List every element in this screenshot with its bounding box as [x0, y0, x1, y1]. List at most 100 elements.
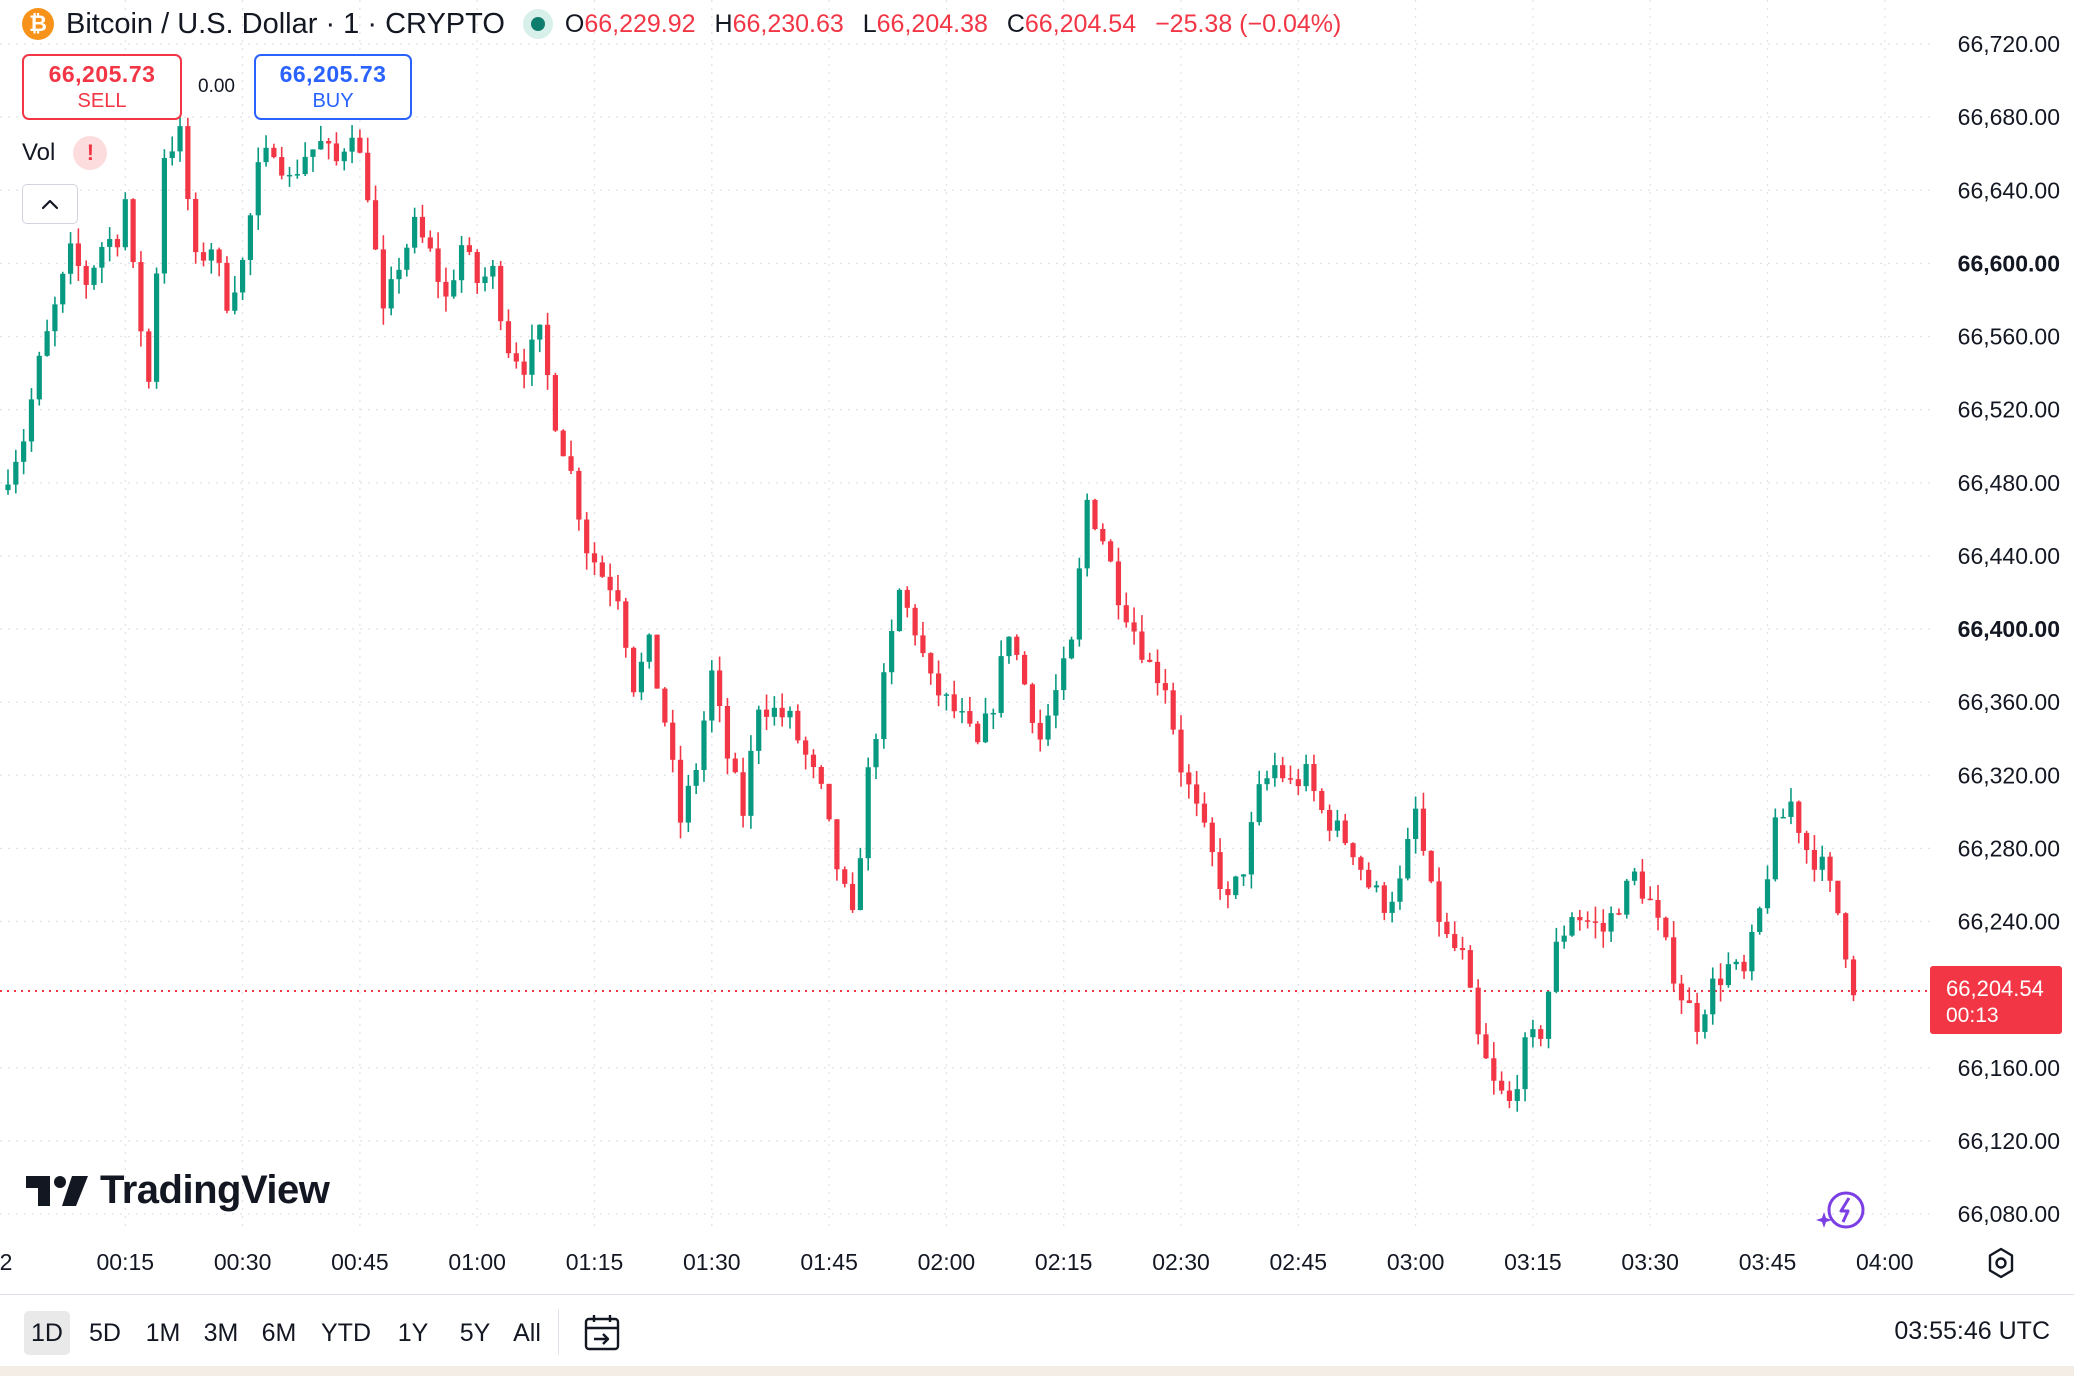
candle-body [896, 589, 903, 632]
range-button-ytd[interactable]: YTD [321, 1318, 371, 1347]
range-button-1y[interactable]: 1Y [397, 1318, 429, 1347]
candle-body [685, 785, 691, 823]
candle-body [357, 137, 363, 153]
candle-body [1538, 1029, 1544, 1039]
range-button-1m[interactable]: 1M [145, 1318, 181, 1347]
bar-countdown: 00:13 [1946, 1004, 1999, 1027]
candle-body [1545, 991, 1552, 1039]
candle-body [1725, 964, 1731, 986]
buy-button[interactable]: 66,205.73 BUY [254, 54, 412, 120]
candle-body [13, 461, 19, 485]
y-tick-label: 66,640.00 [1958, 177, 2060, 203]
candle-body [318, 141, 324, 150]
candle-body [44, 331, 50, 356]
x-tick-label: 02:15 [1035, 1249, 1093, 1275]
candle-body [1342, 820, 1348, 844]
range-button-6m[interactable]: 6M [261, 1318, 297, 1347]
candle-body [490, 265, 496, 277]
candle-body [615, 590, 621, 602]
buy-label: BUY [312, 90, 354, 112]
candle-body [1076, 568, 1082, 640]
candle-body [505, 321, 512, 354]
candle-body [1467, 950, 1473, 988]
y-tick-label: 66,480.00 [1958, 470, 2060, 496]
candle-body [513, 353, 519, 362]
candle-body [982, 713, 989, 743]
candle-body [693, 769, 699, 786]
candle-body [177, 126, 183, 152]
range-button-5y[interactable]: 5Y [459, 1318, 491, 1347]
last-price-tag: 66,204.54 00:13 [1930, 966, 2062, 1034]
range-button-1d[interactable]: 1D [24, 1311, 70, 1355]
candle-body [1061, 658, 1067, 691]
candle-body [232, 292, 238, 311]
x-tick-label: 01:30 [683, 1249, 741, 1275]
range-button-3m[interactable]: 3M [203, 1318, 239, 1347]
symbol-title[interactable]: Bitcoin / U.S. Dollar · 1 · CRYPTO [66, 7, 505, 40]
candle-body [849, 883, 856, 911]
candle-body [1326, 809, 1333, 831]
candle-body [122, 199, 128, 248]
y-tick-label: 66,680.00 [1958, 104, 2060, 130]
candle-body [529, 339, 535, 375]
candle-body [959, 711, 965, 713]
candle-body [107, 239, 113, 247]
calendar-goto-icon[interactable] [582, 1311, 622, 1355]
candle-body [1147, 659, 1153, 662]
price-chart[interactable]: 66,720.00 66,680.00 66,640.00 66,600.00 66,5… [0, 0, 2074, 1294]
candle-body [1053, 690, 1059, 716]
candle-body [341, 151, 347, 162]
candle-body [91, 267, 97, 285]
candle-body [1577, 917, 1583, 921]
chevron-up-icon [41, 199, 59, 210]
tradingview-logo-icon [26, 1175, 88, 1206]
candle-body [1248, 822, 1254, 875]
sparkle-icon[interactable] [1816, 1188, 1868, 1232]
candle-body [138, 262, 144, 332]
candle-body [1796, 801, 1802, 833]
candle-body [255, 162, 261, 216]
candle-body [701, 720, 707, 770]
candle-body [1561, 935, 1567, 942]
tradingview-logo[interactable]: TradingView [26, 1168, 330, 1213]
range-button-5d[interactable]: 5D [89, 1318, 121, 1347]
candle-body [912, 607, 918, 636]
utc-clock[interactable]: 03:55:46 UTC [1894, 1317, 2050, 1345]
candle-body [1413, 808, 1419, 839]
candle-body [1084, 499, 1090, 569]
candle-body [1319, 790, 1325, 810]
candle-body [943, 694, 949, 696]
candle-body [1303, 764, 1309, 787]
collapse-legend-button[interactable] [22, 184, 78, 224]
warning-icon[interactable]: ! [73, 136, 108, 170]
candle-body [482, 276, 488, 284]
candle-body [881, 672, 887, 740]
candle-body [1522, 1037, 1528, 1090]
candle-body [427, 237, 433, 249]
candle-body [28, 399, 35, 442]
candle-body [818, 767, 824, 784]
sell-label: SELL [77, 90, 127, 112]
candle-body [451, 280, 457, 297]
candle-body [302, 156, 308, 175]
candle-body [1006, 636, 1012, 657]
candle-body [1373, 885, 1380, 888]
bitcoin-icon: ₿ [22, 8, 54, 40]
candle-body [1764, 879, 1771, 909]
range-button-all[interactable]: All [513, 1318, 541, 1347]
candle-body [1092, 499, 1098, 529]
candle-body [1655, 900, 1661, 918]
candle-body [435, 248, 441, 282]
x-tick-label: 01:45 [800, 1249, 858, 1275]
y-tick-label: 66,320.00 [1958, 762, 2060, 788]
candle-body [1131, 622, 1137, 632]
y-tick-label: 66,440.00 [1958, 543, 2060, 569]
candle-body [1108, 541, 1114, 562]
sell-button[interactable]: 66,205.73 SELL [22, 54, 182, 120]
candle-body [1631, 871, 1638, 881]
candle-body [1835, 880, 1841, 914]
candle-body [803, 740, 809, 755]
gear-icon[interactable] [1984, 1246, 2018, 1280]
volume-indicator-legend[interactable]: Vol ! [22, 136, 108, 170]
candle-body [1256, 784, 1262, 823]
